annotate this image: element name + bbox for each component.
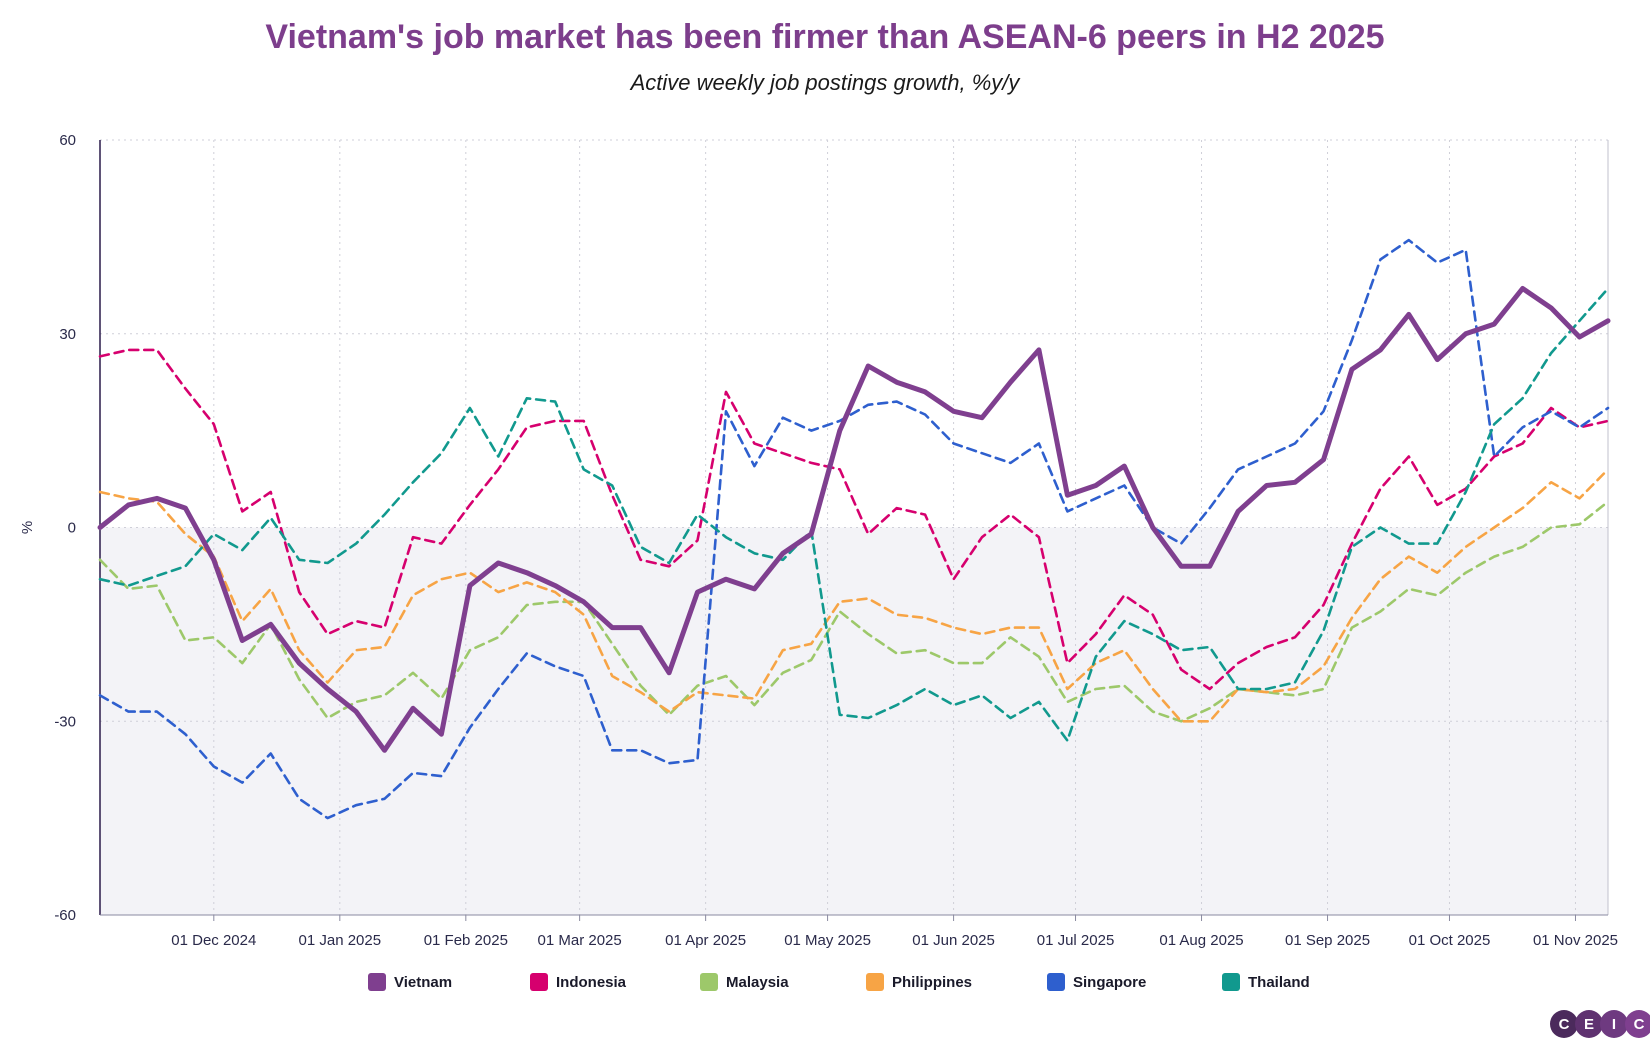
legend-item-thailand[interactable]: Thailand <box>1222 973 1310 991</box>
legend-swatch <box>368 973 386 991</box>
x-tick-label: 01 Aug 2025 <box>1159 932 1243 949</box>
legend-swatch <box>1222 973 1240 991</box>
logo-dot: C <box>1550 1010 1578 1038</box>
chart-title: Vietnam's job market has been firmer tha… <box>265 18 1385 56</box>
logo-dot: I <box>1600 1010 1628 1038</box>
legend-label: Malaysia <box>726 973 789 991</box>
legend-label: Singapore <box>1073 973 1147 991</box>
series-line-philippines <box>98 468 1610 723</box>
y-tick-label: 0 <box>68 520 76 537</box>
y-tick-label: -60 <box>54 907 76 924</box>
x-tick-label: 01 Dec 2024 <box>171 932 256 949</box>
series-line-thailand <box>98 287 1610 742</box>
x-tick-label: 01 Sep 2025 <box>1285 932 1370 949</box>
legend-item-malaysia[interactable]: Malaysia <box>700 973 789 991</box>
legend-swatch <box>1047 973 1065 991</box>
y-tick-label: 30 <box>59 326 76 343</box>
y-tick-label: 60 <box>59 132 76 149</box>
x-tick-label: 01 Feb 2025 <box>424 932 508 949</box>
y-tick-label: -30 <box>54 713 76 730</box>
series-line-vietnam <box>97 286 1611 753</box>
x-tick-label: 01 Nov 2025 <box>1533 932 1618 949</box>
series-line-indonesia <box>98 348 1610 691</box>
series-line-singapore <box>98 238 1610 820</box>
legend-swatch <box>530 973 548 991</box>
chart-subtitle: Active weekly job postings growth, %y/y <box>630 70 1020 95</box>
legend-item-singapore[interactable]: Singapore <box>1047 973 1146 991</box>
negative-zone-shading <box>100 527 1608 915</box>
legend-item-philippines[interactable]: Philippines <box>866 973 972 991</box>
x-tick-label: 01 Oct 2025 <box>1409 932 1491 949</box>
y-axis-label: % <box>19 521 36 534</box>
logo-dot: E <box>1575 1010 1603 1038</box>
legend-swatch <box>700 973 718 991</box>
x-tick-label: 01 Jul 2025 <box>1037 932 1115 949</box>
series-layer <box>97 238 1611 820</box>
x-tick-label: 01 Mar 2025 <box>538 932 622 949</box>
legend-swatch <box>866 973 884 991</box>
legend: Vietnam Indonesia Malaysia Philippines Singa… <box>0 973 1650 1003</box>
legend-label: Indonesia <box>556 973 627 991</box>
legend-item-indonesia[interactable]: Indonesia <box>530 973 626 991</box>
x-tick-label: 01 Jan 2025 <box>299 932 382 949</box>
legend-label: Vietnam <box>394 973 453 991</box>
legend-item-vietnam[interactable]: Vietnam <box>368 973 452 991</box>
axes <box>99 140 1609 921</box>
tick-labels: 60 30 0 -30 -60 01 Dec 2024 01 Jan 2025 01 Feb … <box>19 132 1618 949</box>
x-tick-label: 01 Apr 2025 <box>665 932 746 949</box>
x-tick-label: 01 Jun 2025 <box>912 932 995 949</box>
x-tick-label: 01 May 2025 <box>784 932 871 949</box>
series-line-malaysia <box>98 500 1610 723</box>
legend-label: Thailand <box>1248 973 1310 991</box>
legend-label: Philippines <box>892 973 973 991</box>
logo-dot: C <box>1625 1010 1650 1038</box>
plot-background <box>100 527 1608 915</box>
